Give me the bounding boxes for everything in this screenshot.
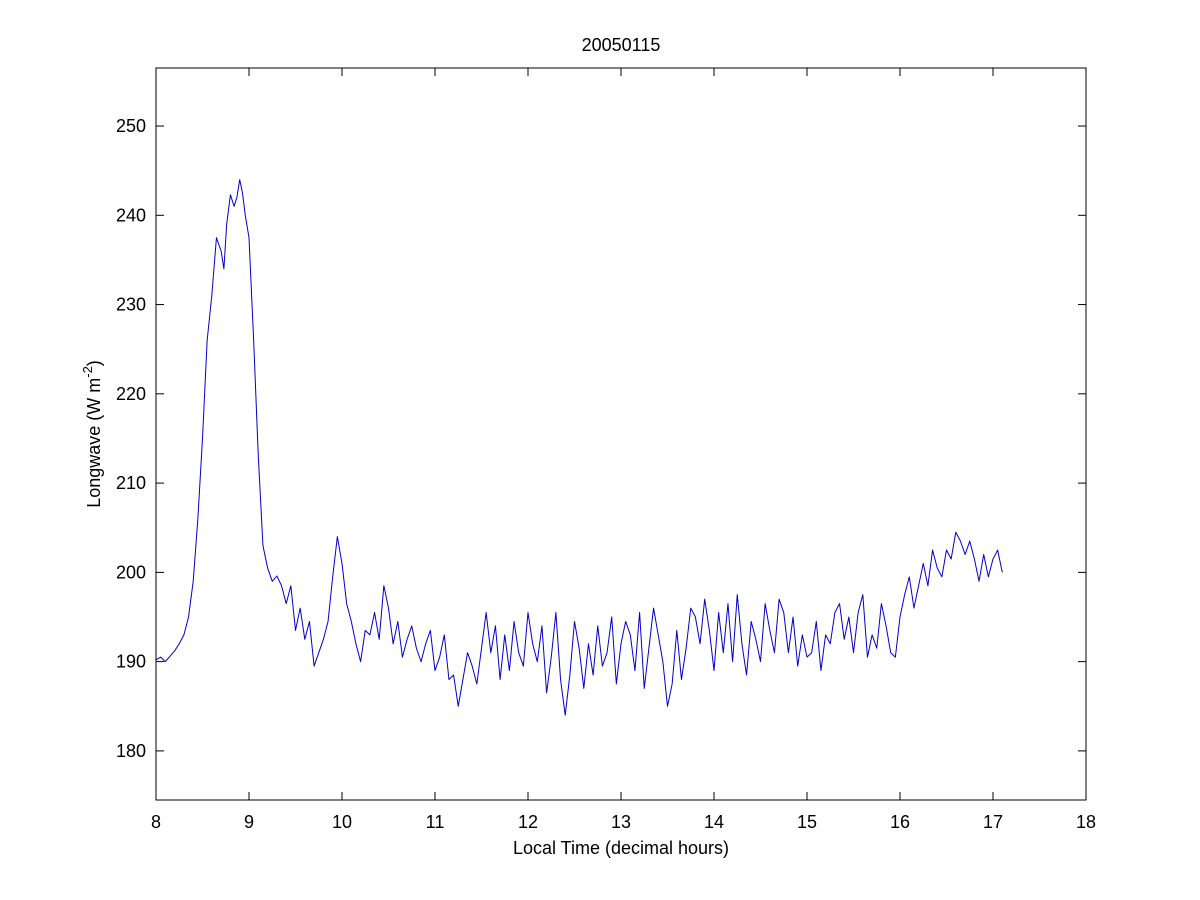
x-tick-label: 12	[518, 812, 538, 832]
y-axis-title-main: Longwave (W m	[84, 378, 104, 508]
x-tick-label: 10	[332, 812, 352, 832]
y-tick-label: 220	[116, 384, 146, 404]
x-tick-label: 18	[1076, 812, 1096, 832]
x-tick-label: 14	[704, 812, 724, 832]
x-axis-title: Local Time (decimal hours)	[513, 838, 729, 858]
series-layer	[155, 179, 1003, 716]
y-axis-title-superscript: -2	[80, 366, 95, 378]
y-tick-label: 200	[116, 562, 146, 582]
x-tick-label: 17	[983, 812, 1003, 832]
x-tick-label: 15	[797, 812, 817, 832]
y-tick-label: 190	[116, 652, 146, 672]
x-tick-label: 13	[611, 812, 631, 832]
x-tick-label: 9	[244, 812, 254, 832]
x-tick-label: 16	[890, 812, 910, 832]
y-tick-label: 250	[116, 116, 146, 136]
axis-ticks: 8 9 10 11 12 13 14 15 16 17 18 180 190 200 210 220 230 24…	[116, 68, 1096, 832]
y-tick-label: 230	[116, 295, 146, 315]
plot-frame	[155, 67, 1087, 801]
y-tick-label: 180	[116, 741, 146, 761]
y-tick-label: 210	[116, 473, 146, 493]
x-tick-label: 8	[151, 812, 161, 832]
series-line	[155, 179, 1003, 716]
y-tick-label: 240	[116, 205, 146, 225]
chart-title: 20050115	[582, 35, 661, 55]
y-axis-title: Longwave (W m-2)	[80, 360, 104, 508]
y-axis-title-close: )	[84, 360, 104, 366]
x-tick-label: 11	[426, 812, 445, 832]
